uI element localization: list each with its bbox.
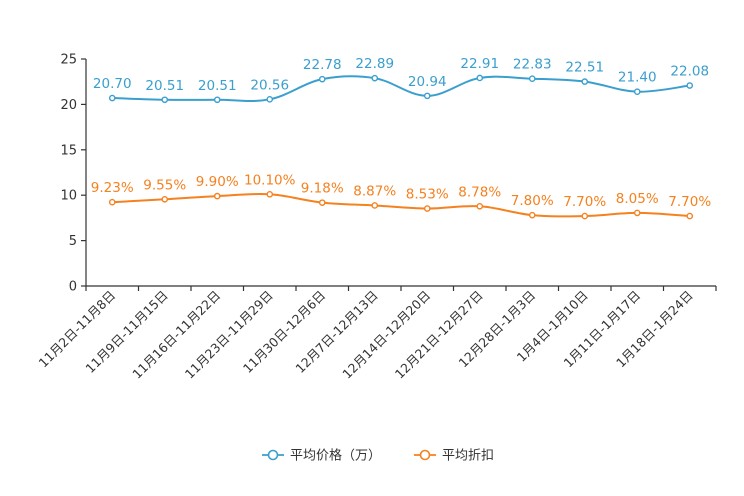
data-label: 8.53% <box>406 187 449 203</box>
data-point[interactable] <box>318 75 326 83</box>
data-point[interactable] <box>476 74 484 82</box>
data-label: 20.56 <box>250 77 289 93</box>
data-label: 22.08 <box>670 64 709 80</box>
x-axis: 11月2日-11月8日11月9日-11月15日11月16日-11月22日11月2… <box>35 285 717 382</box>
legend-label: 平均价格（万） <box>290 448 381 464</box>
series-average-price: 20.70 20.51 20.51 20.56 22.78 22.89 20.94 22.91… <box>93 56 709 104</box>
data-point[interactable] <box>213 96 221 104</box>
data-label: 20.94 <box>408 74 447 90</box>
x-tick-label: 12月21日-12月27日 <box>392 288 486 382</box>
series-layer: 20.70 20.51 20.51 20.56 22.78 22.89 20.94 22.91… <box>91 56 711 220</box>
data-label: 22.83 <box>513 57 552 73</box>
data-point[interactable] <box>423 205 431 212</box>
data-label: 20.51 <box>145 78 184 94</box>
data-point[interactable] <box>371 202 379 209</box>
data-point[interactable] <box>476 202 484 210</box>
legend-marker-icon <box>267 449 279 461</box>
data-label: 22.78 <box>303 57 342 73</box>
legend-item[interactable]: 平均折扣 <box>414 449 494 464</box>
data-label: 22.91 <box>460 56 499 72</box>
data-label: 9.23% <box>91 180 134 196</box>
series-line <box>112 192 690 218</box>
y-tick-label: 10 <box>60 189 77 204</box>
data-label: 22.51 <box>565 60 604 76</box>
y-axis: 0 5 10 15 20 25 <box>60 53 87 295</box>
data-point[interactable] <box>581 78 589 85</box>
data-point[interactable] <box>633 88 641 95</box>
data-label: 10.10% <box>244 172 296 188</box>
data-label: 7.70% <box>668 194 711 210</box>
x-tick-label: 11月16日-11月22日 <box>129 288 223 382</box>
data-label: 9.90% <box>196 174 239 190</box>
data-label: 9.55% <box>143 177 186 193</box>
data-point[interactable] <box>371 74 379 82</box>
data-label: 8.78% <box>458 184 501 200</box>
data-label: 8.05% <box>616 191 659 207</box>
data-point[interactable] <box>318 199 326 206</box>
y-tick-label: 15 <box>60 143 77 158</box>
data-point[interactable] <box>633 209 641 217</box>
data-label: 20.70 <box>93 76 132 92</box>
data-label: 21.40 <box>618 70 657 86</box>
data-label: 7.80% <box>511 193 554 209</box>
data-point[interactable] <box>423 92 431 100</box>
x-tick-label: 11月23日-11月29日 <box>182 288 276 382</box>
x-tick-label: 12月14日-12月20日 <box>339 288 433 382</box>
data-point[interactable] <box>528 75 536 83</box>
data-point[interactable] <box>266 96 274 103</box>
data-label: 22.89 <box>355 56 394 72</box>
data-label: 9.18% <box>301 181 344 197</box>
series-line <box>112 75 690 103</box>
y-tick-label: 0 <box>69 280 77 295</box>
legend: 平均价格（万） 平均折扣 <box>262 448 494 464</box>
data-point[interactable] <box>686 212 694 220</box>
data-label: 8.87% <box>353 183 396 199</box>
y-tick-label: 25 <box>60 53 77 68</box>
data-point[interactable] <box>161 195 169 203</box>
data-point[interactable] <box>528 211 536 219</box>
series-average-discount: 9.23% 9.55% 9.90% 10.10% 9.18% 8.87% 8.53% 8.78… <box>91 172 711 220</box>
data-point[interactable] <box>266 190 274 198</box>
legend-item[interactable]: 平均价格（万） <box>262 448 381 464</box>
data-point[interactable] <box>161 96 169 104</box>
data-point[interactable] <box>581 212 589 220</box>
data-point[interactable] <box>108 94 116 102</box>
data-label: 20.51 <box>198 78 237 94</box>
data-label: 7.70% <box>563 194 606 210</box>
legend-label: 平均折扣 <box>442 449 494 464</box>
data-point[interactable] <box>108 198 116 206</box>
data-point[interactable] <box>213 192 221 200</box>
data-point[interactable] <box>686 82 694 89</box>
y-tick-label: 20 <box>60 98 77 113</box>
y-tick-label: 5 <box>69 234 77 249</box>
legend-marker-icon <box>419 449 431 461</box>
